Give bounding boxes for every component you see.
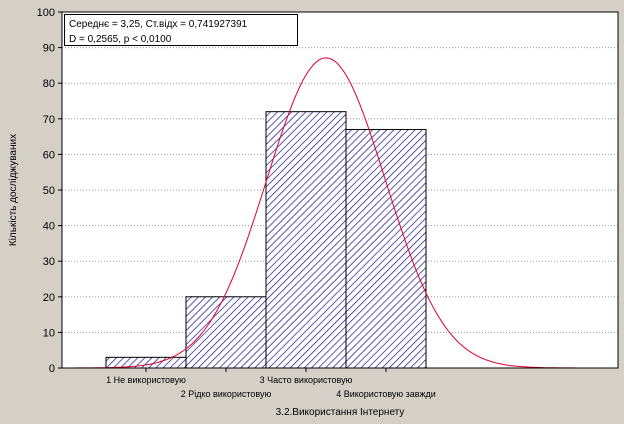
normal-fit-curve — [62, 57, 618, 368]
y-tick-label: 70 — [43, 114, 55, 126]
y-tick-label: 20 — [43, 292, 55, 304]
x-tick-label: 4 Використовую завжди — [336, 389, 436, 399]
stats-legend-box: Середнє = 3,25, Ст.відх = 0,741927391 D … — [64, 14, 298, 46]
y-tick-label: 10 — [43, 327, 55, 339]
y-axis-label: Кількість досліджуваних — [8, 134, 19, 246]
histogram-bar — [265, 111, 347, 369]
y-tick-label: 90 — [43, 43, 55, 55]
y-tick-label: 60 — [43, 149, 55, 161]
stats-mean-sd: Середнє = 3,25, Ст.відх = 0,741927391 — [69, 19, 248, 30]
y-tick-label: 30 — [43, 256, 55, 268]
stats-ks-test: D = 0,2565, p < 0,0100 — [69, 34, 172, 45]
y-tick-label: 40 — [43, 221, 55, 233]
histogram-bar — [105, 356, 187, 369]
y-tick-label: 50 — [43, 185, 55, 197]
y-tick-label: 0 — [49, 363, 55, 375]
x-tick-label: 3 Часто використовую — [260, 375, 353, 385]
x-tick-label: 2 Рідко використовую — [181, 389, 272, 399]
x-axis-label: 3.2.Використання Інтернету — [276, 407, 405, 418]
histogram-bar — [345, 128, 427, 369]
y-tick-label: 100 — [37, 7, 55, 19]
x-tick-label: 1 Не використовую — [106, 375, 186, 385]
y-tick-label: 80 — [43, 78, 55, 90]
histogram-bar — [185, 296, 267, 369]
